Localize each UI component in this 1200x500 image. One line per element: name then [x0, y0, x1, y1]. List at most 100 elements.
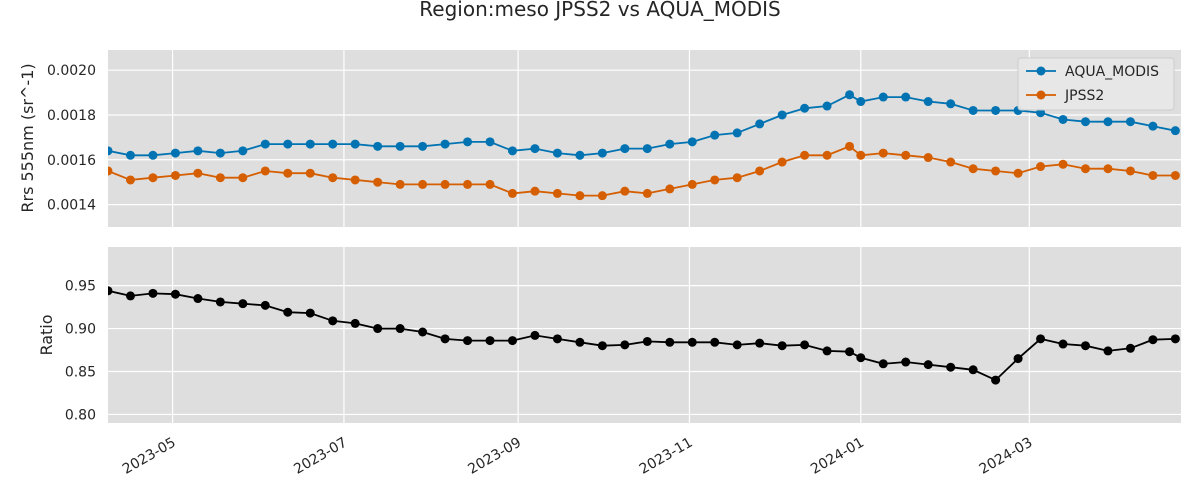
- ratio-point: [328, 316, 338, 326]
- rrs-ylabel: Rrs 555nm (sr^-1): [18, 63, 37, 212]
- ratio-point: [350, 318, 360, 328]
- jpss2-point: [1148, 170, 1158, 180]
- ratio-point: [283, 307, 293, 317]
- aqua_modis-point: [777, 110, 787, 120]
- aqua_modis-point: [755, 119, 765, 129]
- ratio-point: [687, 337, 697, 347]
- ratio-point: [968, 365, 978, 375]
- xtick-label: 2024-01: [808, 435, 867, 478]
- ratio-ylabel: Ratio: [37, 314, 56, 355]
- ratio-point: [1013, 354, 1023, 364]
- aqua_modis-point: [1148, 121, 1158, 131]
- ratio-panel: 0.80 0.85 0.90 0.95 2023-05 2023-07 2023-09 202…: [65, 247, 1181, 478]
- ratio-point: [1080, 341, 1090, 351]
- jpss2-point: [238, 173, 248, 183]
- ratio-point: [901, 357, 911, 367]
- aqua_modis-point: [305, 139, 315, 149]
- ratio-point: [732, 340, 742, 350]
- ratio-ytick-label: 0.90: [65, 322, 96, 338]
- jpss2-point: [260, 166, 270, 176]
- aqua_modis-point: [1170, 126, 1180, 136]
- jpss2-point: [597, 191, 607, 201]
- ratio-point: [215, 297, 225, 307]
- ratio-point: [856, 353, 866, 363]
- jpss2-point: [1058, 159, 1068, 169]
- ratio-point: [822, 346, 832, 356]
- ratio-point: [463, 336, 473, 346]
- ratio-point: [485, 336, 495, 346]
- jpss2-point: [1125, 166, 1135, 176]
- jpss2-point: [1080, 164, 1090, 174]
- jpss2-point: [305, 168, 315, 178]
- jpss2-point: [530, 186, 540, 196]
- jpss2-point: [575, 191, 585, 201]
- ratio-point: [507, 336, 517, 346]
- aqua_modis-point: [395, 141, 405, 151]
- ratio-point: [777, 341, 787, 351]
- ratio-point: [108, 286, 113, 296]
- ratio-ytick-label: 0.95: [65, 279, 96, 295]
- xtick-label: 2023-07: [291, 435, 350, 478]
- jpss2-point: [440, 179, 450, 189]
- ratio-point: [373, 324, 383, 334]
- ratio-point: [923, 360, 933, 370]
- aqua_modis-point: [642, 144, 652, 154]
- jpss2-point: [463, 179, 473, 189]
- aqua_modis-point: [328, 139, 338, 149]
- xtick-label: 2023-11: [637, 435, 696, 478]
- aqua_modis-point: [148, 150, 158, 160]
- ratio-point: [845, 347, 855, 357]
- ratio-point: [193, 294, 203, 304]
- aqua_modis-point: [440, 139, 450, 149]
- legend-label: JPSS2: [1064, 88, 1104, 104]
- jpss2-point: [642, 188, 652, 198]
- jpss2-point: [373, 177, 383, 187]
- aqua_modis-point: [901, 92, 911, 102]
- jpss2-point: [620, 186, 630, 196]
- aqua_modis-point: [710, 130, 720, 140]
- aqua_modis-point: [991, 105, 1001, 115]
- jpss2-point: [507, 188, 517, 198]
- aqua_modis-point: [575, 150, 585, 160]
- aqua_modis-point: [597, 148, 607, 158]
- jpss2-point: [170, 170, 180, 180]
- jpss2-point: [108, 166, 113, 176]
- ratio-point: [878, 359, 888, 369]
- jpss2-point: [350, 175, 360, 185]
- jpss2-point: [901, 150, 911, 160]
- xtick-label: 2023-05: [120, 435, 179, 478]
- jpss2-point: [215, 173, 225, 183]
- ratio-point: [665, 337, 675, 347]
- aqua_modis-point: [552, 148, 562, 158]
- jpss2-point: [878, 148, 888, 158]
- ratio-point: [238, 299, 248, 309]
- aqua_modis-point: [1058, 114, 1068, 124]
- aqua_modis-point: [800, 103, 810, 113]
- ratio-point: [170, 289, 180, 299]
- aqua_modis-point: [418, 141, 428, 151]
- ratio-plot-area: [108, 247, 1181, 423]
- aqua_modis-point: [125, 150, 135, 160]
- aqua_modis-point: [108, 146, 113, 156]
- aqua_modis-point: [665, 139, 675, 149]
- aqua_modis-point: [845, 90, 855, 100]
- legend: AQUA_MODIS JPSS2: [1017, 57, 1175, 111]
- jpss2-point: [946, 157, 956, 167]
- ratio-point: [1103, 346, 1113, 356]
- aqua_modis-point: [350, 139, 360, 149]
- rrs-ytick-label: 0.0016: [47, 153, 96, 169]
- legend-marker: [1036, 90, 1046, 100]
- jpss2-point: [777, 157, 787, 167]
- jpss2-point: [328, 173, 338, 183]
- aqua_modis-point: [260, 139, 270, 149]
- jpss2-point: [800, 150, 810, 160]
- ratio-point: [1125, 343, 1135, 353]
- jpss2-point: [732, 173, 742, 183]
- ratio-point: [991, 375, 1001, 385]
- rrs-ytick-label: 0.0018: [47, 108, 96, 124]
- rrs-ytick-label: 0.0020: [47, 63, 96, 79]
- jpss2-point: [822, 150, 832, 160]
- jpss2-point: [968, 164, 978, 174]
- aqua_modis-point: [283, 139, 293, 149]
- jpss2-point: [856, 150, 866, 160]
